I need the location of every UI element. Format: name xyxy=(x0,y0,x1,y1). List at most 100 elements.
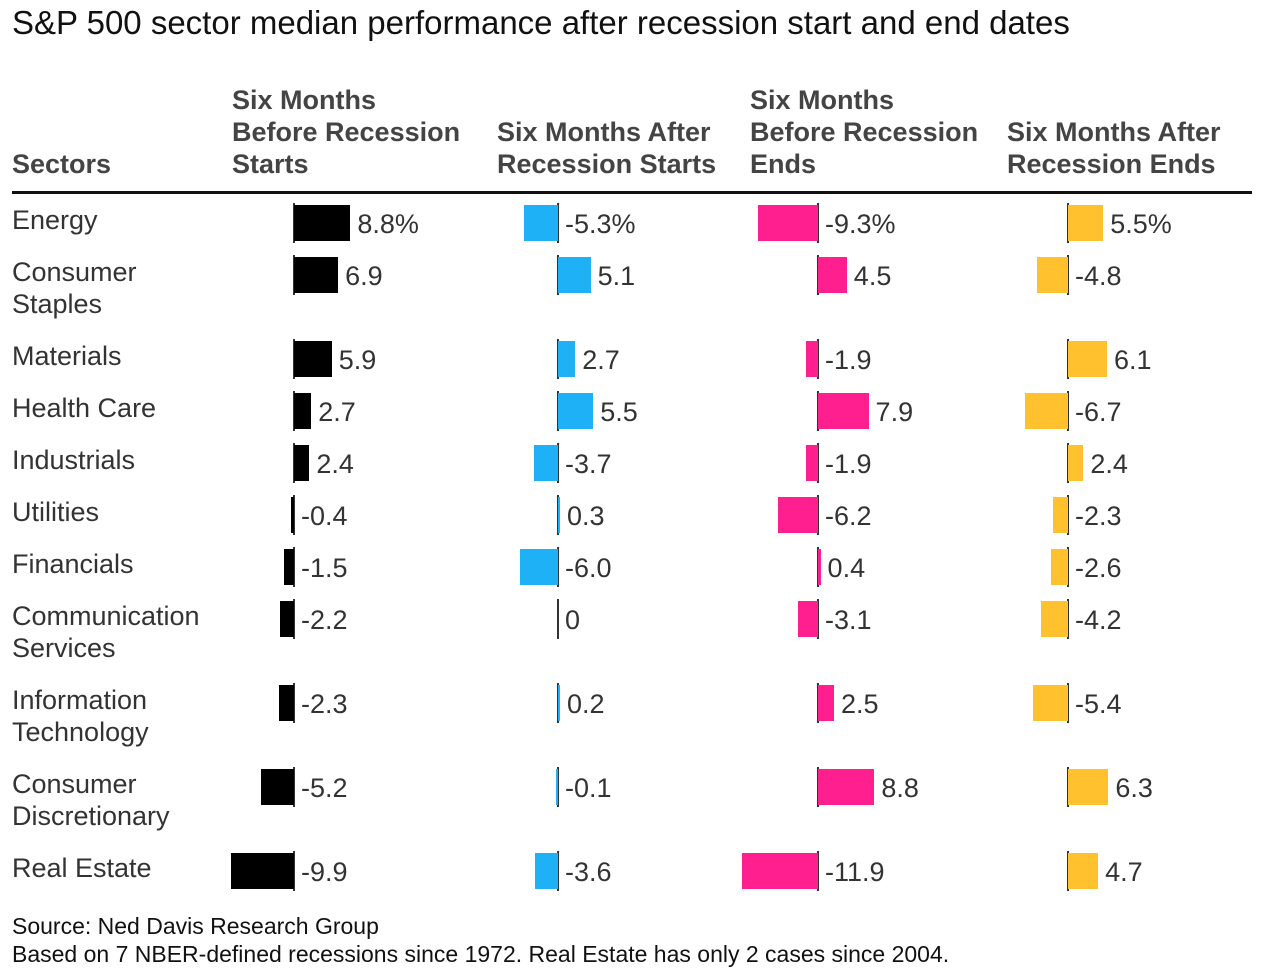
bar xyxy=(818,685,834,721)
value-label: 4.7 xyxy=(1105,857,1143,887)
sector-label: Industrials xyxy=(12,445,136,475)
header-sectors: Sectors xyxy=(12,149,112,179)
value-label: 6.3 xyxy=(1115,773,1153,803)
value-label: 4.5 xyxy=(853,261,892,291)
sector-label: Health Care xyxy=(12,393,157,423)
bar xyxy=(1025,393,1068,429)
value-label: -2.6 xyxy=(1075,553,1122,583)
bar xyxy=(818,549,821,585)
zero-axis xyxy=(1067,255,1069,295)
bar xyxy=(524,205,558,241)
bar xyxy=(558,497,560,533)
sector-label: Utilities xyxy=(12,497,100,527)
bar xyxy=(279,685,294,721)
bar xyxy=(519,549,558,585)
value-label: -1.9 xyxy=(825,345,872,375)
value-label: -0.4 xyxy=(301,501,348,531)
bar xyxy=(818,257,847,293)
value-label: -2.2 xyxy=(301,605,348,635)
sector-label: Energy xyxy=(12,205,98,235)
zero-axis xyxy=(817,495,819,535)
bar xyxy=(558,257,591,293)
value-label: 2.7 xyxy=(318,397,356,427)
zero-axis xyxy=(817,203,819,243)
value-label: -3.1 xyxy=(825,605,872,635)
sector-label: Consumer Staples xyxy=(12,257,137,319)
value-label: 2.4 xyxy=(316,449,354,479)
value-label: -4.8 xyxy=(1075,261,1122,291)
zero-axis xyxy=(557,599,559,639)
bar xyxy=(558,341,576,377)
value-label: 5.5 xyxy=(600,397,638,427)
bar xyxy=(230,853,294,889)
value-label: 2.7 xyxy=(582,345,620,375)
value-label: -2.3 xyxy=(301,689,348,719)
value-label: 0.3 xyxy=(567,501,605,531)
zero-axis xyxy=(1067,599,1069,639)
bar xyxy=(818,393,869,429)
header-col-4: Six Months After Recession Ends xyxy=(1007,117,1221,179)
bar xyxy=(556,769,558,805)
value-label: 5.5% xyxy=(1110,209,1172,239)
zero-axis xyxy=(293,767,295,807)
value-label: -3.7 xyxy=(565,449,612,479)
zero-axis xyxy=(293,547,295,587)
bar xyxy=(294,445,310,481)
value-label: 5.9 xyxy=(338,345,377,375)
bar xyxy=(1053,497,1068,533)
bar xyxy=(1068,341,1108,377)
bar xyxy=(279,601,294,637)
zero-axis xyxy=(557,851,559,891)
value-label: -6.2 xyxy=(825,501,872,531)
bar xyxy=(1068,445,1084,481)
bar xyxy=(798,601,818,637)
value-label: -9.9 xyxy=(301,857,348,887)
value-label: -9.3% xyxy=(825,209,896,239)
value-label: 7.9 xyxy=(875,397,914,427)
zero-axis xyxy=(293,851,295,891)
bar xyxy=(1068,853,1099,889)
bar xyxy=(1068,769,1109,805)
bar xyxy=(1068,205,1104,241)
zero-axis xyxy=(557,547,559,587)
zero-axis xyxy=(293,683,295,723)
zero-axis xyxy=(817,599,819,639)
zero-axis xyxy=(1067,547,1069,587)
bar xyxy=(284,549,294,585)
bar xyxy=(558,685,560,721)
bar xyxy=(1033,685,1068,721)
bar xyxy=(1051,549,1068,585)
value-label: 5.1 xyxy=(597,261,636,291)
value-label: 0 xyxy=(565,605,581,635)
zero-axis xyxy=(817,851,819,891)
bar xyxy=(558,393,594,429)
value-label: -11.9 xyxy=(825,857,885,887)
zero-axis xyxy=(817,443,819,483)
bar xyxy=(805,445,818,481)
zero-axis xyxy=(557,443,559,483)
header-col-3: Six Months Before Recession Ends xyxy=(750,85,979,179)
sector-label: Consumer Discretionary xyxy=(12,769,170,831)
value-label: 6.1 xyxy=(1114,345,1152,375)
zero-axis xyxy=(557,203,559,243)
header-col-2: Six Months After Recession Starts xyxy=(497,117,717,179)
zero-axis xyxy=(293,495,295,535)
sector-label: Communication Services xyxy=(12,601,200,663)
zero-axis xyxy=(1067,495,1069,535)
value-label: -6.0 xyxy=(565,553,612,583)
header-col-1: Six Months Before Recession Starts xyxy=(232,85,461,179)
value-label: 0.2 xyxy=(567,689,605,719)
zero-axis xyxy=(1067,683,1069,723)
bar xyxy=(294,393,312,429)
chart-title: S&P 500 sector median performance after … xyxy=(12,4,1070,41)
bar xyxy=(805,341,818,377)
footnote: Based on 7 NBER-defined recessions since… xyxy=(12,941,950,967)
value-label: 0.4 xyxy=(827,553,866,583)
source-note: Source: Ned Davis Research Group xyxy=(12,913,379,939)
sector-label: Information Technology xyxy=(12,685,149,747)
sector-label: Materials xyxy=(12,341,122,371)
value-label: -2.3 xyxy=(1075,501,1122,531)
bar xyxy=(294,257,339,293)
value-label: -5.3% xyxy=(565,209,636,239)
value-label: -4.2 xyxy=(1075,605,1122,635)
